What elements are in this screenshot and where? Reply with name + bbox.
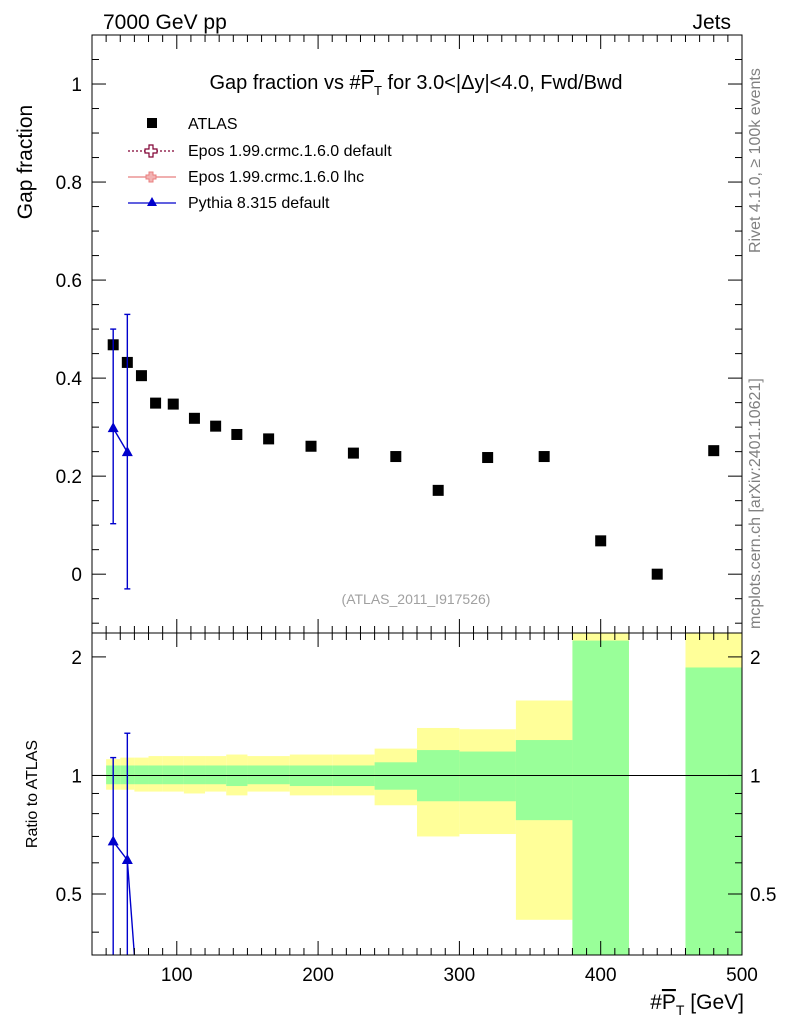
main-y-axis-label: Gap fraction xyxy=(14,105,37,219)
atlas-point xyxy=(263,433,275,445)
main-y-tick-label: 0.8 xyxy=(56,173,82,194)
ratio-y-tick-label: 0.5 xyxy=(56,885,82,906)
legend-entry-epos-default: Epos 1.99.crmc.1.6.0 default xyxy=(128,143,392,160)
ratio-panel: 100 200 300 400 500 0.5 0.5 1 1 2 2 Ratio to ATLAS… xyxy=(24,632,776,1018)
pythia-ratio-line xyxy=(112,840,136,956)
legend: ATLAS Epos 1.99.crmc.1.6.0 default Epos … xyxy=(128,116,392,212)
ratio-y-axis-label: Ratio to ATLAS xyxy=(24,740,41,848)
pythia-point xyxy=(121,446,133,457)
main-y-tick-label: 0.4 xyxy=(56,369,83,390)
ratio-band-inner xyxy=(572,640,629,955)
ratio-y-tick-label-right: 1 xyxy=(750,766,761,787)
ratio-band-inner xyxy=(459,751,516,802)
atlas-point xyxy=(432,484,444,496)
ratio-y-tick-label-right: 0.5 xyxy=(750,885,776,906)
ratio-band-inner xyxy=(374,762,417,790)
ratio-band-inner xyxy=(247,765,290,785)
x-axis-label: #PT [GeV] xyxy=(650,991,744,1018)
main-y-tick-label: 1 xyxy=(71,75,82,96)
ratio-band-inner xyxy=(205,765,227,785)
ratio-x-tick-label: 200 xyxy=(302,965,334,986)
atlas-point xyxy=(167,398,179,410)
main-y-tick-label: 0.2 xyxy=(56,467,82,488)
legend-entry-epos-lhc: Epos 1.99.crmc.1.6.0 lhc xyxy=(128,169,364,186)
ratio-band-inner xyxy=(148,765,163,785)
analysis-watermark: (ATLAS_2011_I917526) xyxy=(342,591,491,607)
atlas-point xyxy=(390,451,402,463)
main-y-tick-label: 0 xyxy=(71,565,82,586)
ratio-band-inner xyxy=(134,765,149,785)
main-plot-area xyxy=(107,313,720,590)
legend-atlas-label: ATLAS xyxy=(188,116,238,133)
energy-label: 7000 GeV pp xyxy=(103,11,227,34)
legend-entry-atlas: ATLAS xyxy=(147,116,238,133)
title-pre: Gap fraction vs # xyxy=(209,72,361,94)
pythia-line xyxy=(112,427,128,453)
ratio-band-inner xyxy=(162,765,184,785)
mcplots-credit-label: mcplots.cern.ch [arXiv:2401.10621] xyxy=(747,378,764,629)
ratio-x-tick-label: 400 xyxy=(585,965,617,986)
atlas-point xyxy=(708,445,720,457)
process-label: Jets xyxy=(692,11,731,34)
ratio-y-tick-label-right: 2 xyxy=(750,648,761,669)
legend-epos-default-marker xyxy=(144,144,158,158)
legend-atlas-marker xyxy=(147,118,157,128)
xlabel-sub: T xyxy=(676,1002,685,1018)
legend-epos-lhc-marker xyxy=(145,171,157,183)
ratio-x-tick-label: 500 xyxy=(726,965,758,986)
pythia-ratio-point xyxy=(121,853,133,864)
legend-pythia-label: Pythia 8.315 default xyxy=(188,195,330,212)
atlas-point xyxy=(135,370,147,382)
ratio-x-tick-label: 300 xyxy=(444,965,476,986)
chart-title: Gap fraction vs #PT for 3.0<|Δy|<4.0, Fw… xyxy=(209,72,622,98)
xlabel-p: P xyxy=(662,991,676,1014)
xlabel-post: [GeV] xyxy=(684,991,744,1014)
atlas-point xyxy=(347,447,359,459)
ratio-y-tick-label: 1 xyxy=(71,766,82,787)
title-sub: T xyxy=(374,83,382,98)
legend-pythia-marker xyxy=(147,197,157,206)
ratio-band-inner xyxy=(183,765,206,785)
atlas-point xyxy=(305,440,317,452)
ratio-y-tick-label: 2 xyxy=(71,648,82,669)
ratio-x-tick-label: 100 xyxy=(161,965,193,986)
main-y-tick-label: 0.6 xyxy=(56,271,82,292)
pythia-point xyxy=(107,422,119,433)
legend-entry-pythia: Pythia 8.315 default xyxy=(128,195,330,212)
ratio-band-inner xyxy=(685,667,742,955)
title-post: for 3.0<|Δy|<4.0, Fwd/Bwd xyxy=(382,72,623,94)
legend-epos-default-label: Epos 1.99.crmc.1.6.0 default xyxy=(188,143,392,160)
atlas-point xyxy=(651,568,663,580)
atlas-point xyxy=(188,412,200,424)
atlas-point xyxy=(210,420,222,432)
atlas-point xyxy=(595,535,607,547)
pythia-ratio-point xyxy=(107,835,119,846)
atlas-point xyxy=(150,397,162,409)
atlas-point xyxy=(538,451,550,463)
xlabel-pre: # xyxy=(650,991,662,1014)
main-panel: 0 0.2 0.4 0.6 0.8 1 Gap fraction vs #PT for 3… xyxy=(14,34,743,634)
main-axes: 0 0.2 0.4 0.6 0.8 1 xyxy=(56,34,743,633)
rivet-version-label: Rivet 4.1.0, ≥ 100k events xyxy=(747,68,764,253)
title-p: P xyxy=(361,72,374,94)
atlas-point xyxy=(482,452,494,464)
ratio-axes: 100 200 300 400 500 0.5 0.5 1 1 2 2 xyxy=(56,633,776,986)
ratio-band-inner xyxy=(515,740,573,821)
legend-epos-lhc-label: Epos 1.99.crmc.1.6.0 lhc xyxy=(188,169,364,186)
ratio-plot-area xyxy=(92,633,742,956)
atlas-point xyxy=(231,428,243,440)
